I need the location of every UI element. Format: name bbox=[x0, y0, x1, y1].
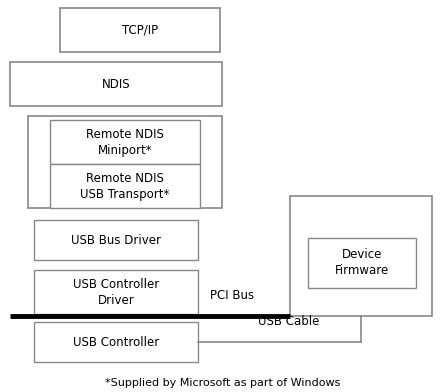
Bar bbox=[34, 220, 198, 260]
Text: USB Bus Driver: USB Bus Driver bbox=[71, 234, 161, 247]
Bar bbox=[10, 62, 222, 106]
Bar bbox=[34, 270, 198, 314]
Bar bbox=[308, 238, 416, 288]
Bar bbox=[60, 8, 220, 52]
Bar bbox=[50, 164, 200, 208]
Bar bbox=[28, 116, 222, 208]
Text: PCI Bus: PCI Bus bbox=[210, 289, 254, 302]
Text: NDIS: NDIS bbox=[102, 78, 130, 91]
Text: Remote NDIS
USB Transport*: Remote NDIS USB Transport* bbox=[80, 172, 169, 200]
Bar bbox=[34, 322, 198, 362]
Text: USB Controller: USB Controller bbox=[73, 336, 159, 348]
Text: Remote NDIS
Miniport*: Remote NDIS Miniport* bbox=[86, 127, 164, 156]
Bar bbox=[50, 120, 200, 164]
Text: Device
Firmware: Device Firmware bbox=[335, 249, 389, 278]
Text: USB Network
Device: USB Network Device bbox=[322, 241, 400, 270]
Text: *Supplied by Microsoft as part of Windows: *Supplied by Microsoft as part of Window… bbox=[105, 378, 341, 388]
Text: USB Cable: USB Cable bbox=[258, 315, 319, 328]
Bar bbox=[290, 196, 432, 316]
Text: TCP/IP: TCP/IP bbox=[122, 24, 158, 36]
Text: USB Controller
Driver: USB Controller Driver bbox=[73, 278, 159, 307]
